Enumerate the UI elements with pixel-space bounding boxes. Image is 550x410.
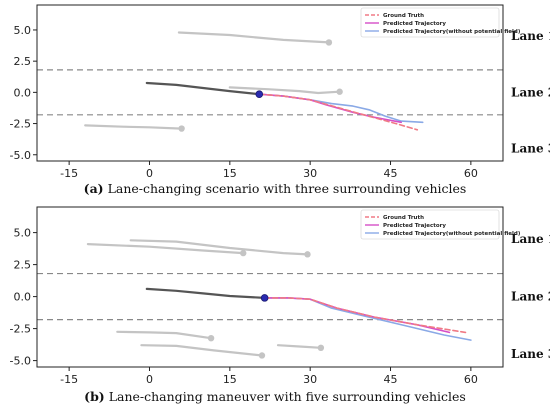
chart-panel-a: -15 0 15 30 45 60 5.0 2.5 0.0 -2.5 -5.0 Lane 1 Lane …: [10, 4, 550, 196]
y-tick-label: -2.5: [10, 323, 31, 336]
caption-text: Lane-changing maneuver with five surroun…: [105, 389, 466, 404]
legend-entry-label: Predicted Trajectory: [383, 21, 446, 27]
surrounding-vehicle-trajectory: [140, 344, 264, 357]
y-tick-label: 0.0: [14, 86, 32, 99]
surrounding-vehicle-marker: [240, 249, 247, 257]
surrounding-vehicle-trajectory: [276, 344, 322, 349]
surrounding-vehicle-trajectory: [84, 124, 183, 130]
surrounding-vehicle-marker: [325, 39, 333, 46]
surrounding-vehicle-trajectory: [86, 243, 245, 255]
ground-truth-line: [263, 297, 467, 334]
x-tick-label: 15: [223, 373, 237, 386]
y-tick-label: -2.5: [10, 118, 31, 131]
current-position-marker: [260, 294, 269, 302]
predicted-trajectory-line: [263, 297, 451, 334]
current-position-marker: [255, 90, 264, 99]
plot-area: [37, 31, 503, 132]
history-trajectory-line: [145, 287, 266, 299]
predicted-trajectory-line: [258, 93, 403, 124]
legend-entry-label: Ground Truth: [383, 13, 424, 19]
lane-label: Lane 2: [511, 85, 550, 99]
history-trajectory-line: [145, 81, 261, 96]
y-tick-label: 2.5: [14, 259, 32, 272]
surrounding-vehicle-marker: [317, 344, 325, 351]
x-tick-label: 60: [464, 373, 478, 386]
x-tick-label: 15: [223, 167, 237, 180]
x-tick-label: 30: [303, 373, 317, 386]
plot-area: [37, 239, 503, 359]
caption-text: Lane-changing scenario with three surrou…: [104, 181, 467, 196]
y-tick-label: 0.0: [14, 291, 32, 304]
legend-box: [360, 209, 500, 240]
y-tick-label: 2.5: [14, 55, 32, 68]
lane-label: Lane 2: [511, 290, 550, 304]
caption-label: (b): [84, 389, 105, 404]
surrounding-vehicle-marker: [304, 251, 311, 258]
y-tick-label: -5.0: [10, 149, 31, 162]
surrounding-vehicle-trajectory: [116, 330, 213, 340]
legend-entry-label: Predicted Trajectory: [383, 223, 446, 229]
legend-entry-label: Ground Truth: [383, 215, 424, 221]
figure-caption: (b) Lane-changing maneuver with five sur…: [84, 389, 466, 404]
x-tick-label: -15: [60, 373, 78, 386]
surrounding-vehicle-marker: [178, 125, 185, 132]
predicted-trajectory-no-potential-field-line: [263, 297, 472, 341]
surrounding-vehicle-trajectory: [177, 31, 330, 44]
chart-panel-b: -15 0 15 30 45 60 5.0 2.5 0.0 -2.5 -5.0 Lane 1 Lane …: [10, 206, 550, 404]
legend-entry-label: Predicted Trajectory(without potential f…: [383, 29, 521, 35]
lane-label: Lane 3: [511, 347, 550, 361]
plot-frame: [36, 4, 504, 162]
x-tick-label: 45: [384, 167, 398, 180]
surrounding-vehicle-marker: [258, 352, 266, 359]
x-tick-label: -15: [60, 167, 78, 180]
x-tick-label: 45: [384, 373, 398, 386]
caption-label: (a): [84, 181, 104, 196]
lane-label: Lane 3: [511, 142, 550, 156]
y-tick-label: 5.0: [14, 24, 32, 37]
surrounding-vehicle-marker: [336, 88, 343, 95]
legend-box: [360, 7, 500, 38]
surrounding-vehicle-trajectory: [129, 239, 309, 256]
surrounding-vehicle-trajectory: [228, 86, 341, 95]
x-tick-label: 0: [146, 167, 153, 180]
x-tick-label: 60: [464, 167, 478, 180]
legend-entry-label: Predicted Trajectory(without potential f…: [383, 231, 521, 237]
figure-caption: (a) Lane-changing scenario with three su…: [84, 181, 467, 196]
y-tick-label: -5.0: [10, 355, 31, 368]
x-tick-label: 0: [146, 373, 153, 386]
ground-truth-line: [258, 93, 419, 131]
surrounding-vehicle-marker: [207, 335, 215, 342]
x-tick-label: 30: [303, 167, 317, 180]
lane-label: Lane 1: [511, 232, 550, 246]
y-tick-label: 5.0: [14, 227, 32, 240]
plot-frame: [36, 206, 504, 368]
lane-label: Lane 1: [511, 29, 550, 43]
